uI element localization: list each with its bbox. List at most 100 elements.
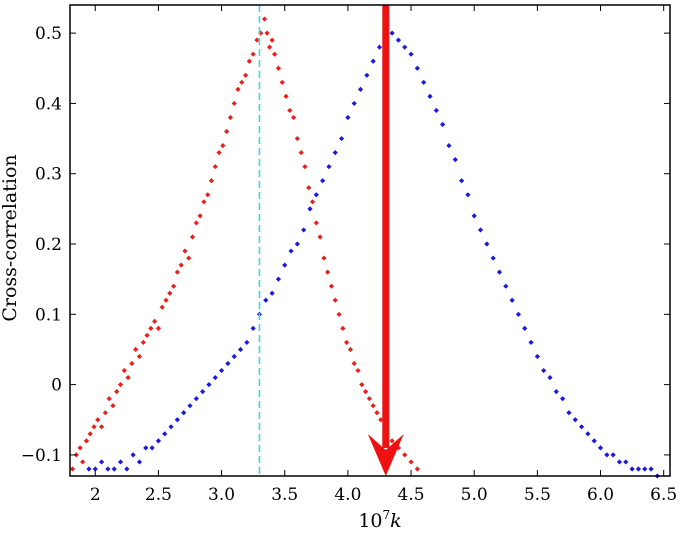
y-tick-label: 0 — [51, 376, 62, 396]
data-point — [212, 164, 218, 170]
data-point — [167, 290, 173, 296]
series-0 — [69, 16, 420, 472]
series-layer — [69, 16, 660, 479]
data-point — [133, 346, 139, 353]
data-point — [446, 142, 452, 149]
data-point — [541, 367, 547, 374]
data-point — [477, 227, 484, 233]
data-point — [287, 107, 293, 114]
data-point — [140, 339, 146, 346]
x-axis-label: 107k — [358, 508, 401, 532]
data-point — [370, 58, 376, 64]
y-tick-label: 0.4 — [35, 94, 62, 114]
data-point — [212, 374, 218, 381]
data-point — [364, 72, 370, 78]
y-axis-label: Cross-correlation — [0, 154, 21, 321]
data-point — [560, 396, 566, 402]
data-point — [178, 262, 184, 268]
data-point — [332, 150, 338, 156]
data-point — [440, 121, 446, 128]
data-point — [143, 445, 149, 451]
data-point — [227, 114, 234, 121]
data-point — [231, 353, 237, 360]
data-point — [402, 452, 408, 458]
data-point — [162, 431, 168, 437]
data-point — [344, 339, 350, 346]
annotation-layer — [258, 5, 404, 476]
data-point — [290, 114, 297, 121]
data-point — [264, 30, 270, 36]
x-axis-label-base: 10 — [358, 510, 382, 532]
y-tick-label: 0.2 — [35, 235, 62, 255]
data-point — [553, 389, 559, 395]
data-point — [244, 339, 250, 346]
data-point — [216, 150, 222, 156]
data-point — [231, 100, 237, 107]
data-point — [395, 445, 402, 451]
data-point — [163, 297, 169, 303]
data-point — [200, 389, 206, 395]
data-point — [408, 459, 414, 465]
data-point — [168, 424, 174, 430]
data-point — [152, 318, 158, 324]
data-point — [320, 178, 326, 184]
data-point — [374, 410, 380, 416]
data-point — [106, 396, 112, 402]
x-tick-label: 2.5 — [145, 485, 172, 505]
data-point — [250, 325, 256, 331]
data-point — [515, 311, 522, 317]
data-point — [336, 311, 342, 317]
data-point — [129, 360, 135, 367]
data-point — [254, 37, 260, 43]
data-point — [528, 339, 534, 346]
data-point — [105, 466, 111, 472]
data-point — [389, 30, 395, 36]
plot-frame — [69, 4, 671, 477]
data-point — [69, 466, 76, 472]
data-point — [490, 255, 496, 261]
data-point — [591, 438, 597, 444]
data-point — [250, 51, 256, 57]
data-point — [206, 382, 212, 388]
data-point — [98, 424, 105, 430]
x-tick-label: 5.0 — [461, 485, 488, 505]
data-point — [201, 199, 207, 205]
data-point — [503, 283, 509, 289]
data-point — [225, 360, 231, 367]
data-point — [301, 227, 307, 233]
data-point — [389, 438, 395, 444]
data-point — [597, 445, 604, 451]
data-point — [98, 459, 105, 465]
data-point — [325, 269, 331, 275]
data-point — [208, 178, 215, 184]
data-point — [317, 234, 323, 240]
data-point — [534, 353, 540, 360]
data-point — [159, 304, 165, 310]
data-point — [136, 459, 143, 465]
data-point — [313, 220, 319, 226]
data-point — [136, 353, 143, 360]
data-point — [114, 389, 120, 395]
data-point — [340, 325, 346, 331]
data-point — [366, 396, 372, 402]
data-point — [261, 16, 268, 22]
data-point — [629, 466, 635, 472]
data-point — [189, 234, 196, 240]
data-point — [218, 367, 225, 374]
data-point — [578, 424, 585, 430]
data-point — [332, 297, 338, 303]
data-point — [642, 466, 648, 472]
x-tick-label: 2 — [90, 485, 101, 505]
data-point — [174, 417, 180, 423]
x-tick-label: 6.0 — [587, 485, 614, 505]
data-point — [87, 431, 93, 437]
data-point — [80, 459, 86, 465]
data-point — [496, 269, 503, 275]
data-point — [566, 410, 572, 416]
data-point — [465, 192, 471, 198]
arrow-head — [367, 434, 404, 476]
data-point — [359, 382, 365, 388]
x-tick-label: 5.5 — [524, 485, 551, 505]
data-point — [275, 65, 282, 71]
